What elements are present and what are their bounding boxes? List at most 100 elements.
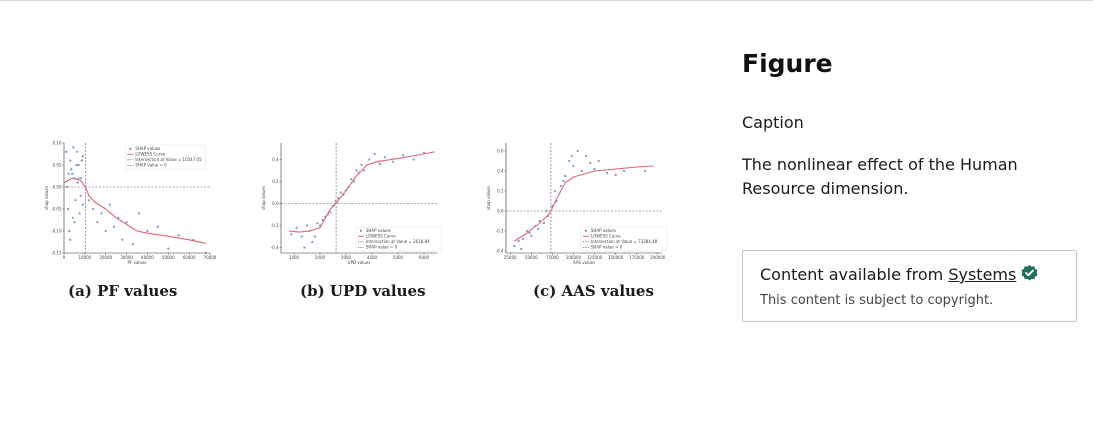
y-tick-label: 0.2	[497, 188, 504, 193]
shap-point	[553, 189, 557, 193]
shap-point	[563, 174, 567, 178]
legend-entry: Intersection at Value = 10247.05	[135, 157, 202, 162]
shap-point	[568, 159, 571, 163]
legend-box	[355, 226, 442, 252]
shap-point	[329, 211, 332, 214]
shap-point	[69, 238, 72, 241]
content-availability-card: Content available from Systems This cont…	[742, 250, 1077, 322]
shap-point	[559, 184, 562, 188]
shap-point	[96, 221, 99, 224]
x-axis-label: AAS values	[573, 260, 595, 265]
shap-point	[585, 154, 588, 158]
shap-point	[74, 199, 77, 202]
legend-entry: LOWESS Curve	[135, 152, 165, 157]
legend-entry: LOWESS Curve	[591, 234, 621, 239]
caption-label: Caption	[742, 113, 804, 132]
y-tick-label: -0.4	[271, 245, 279, 250]
shap-point	[528, 231, 531, 235]
legend-entry: Intersection at Value = 73284.48	[591, 239, 658, 244]
shap-point	[177, 234, 180, 237]
shap-point	[76, 181, 79, 184]
y-tick-label: -0.4	[496, 248, 504, 253]
x-tick-label: 175000	[629, 255, 645, 260]
legend-entry: SHAP values	[366, 228, 391, 233]
y-tick-label: -0.05	[51, 206, 62, 211]
shap-point	[137, 212, 141, 215]
legend-entry: SHAP value = 0	[366, 245, 398, 250]
panel-upd: 1000 2000 3000 4000 5000 6000 0.4 0.2 0.0 -0.2 -0.…	[253, 128, 443, 268]
y-tick-label: 0.10	[53, 140, 62, 145]
legend-entry: SHAP value = 0	[135, 163, 167, 168]
shap-point	[391, 160, 394, 163]
legend-entry: LOWESS Curve	[366, 234, 396, 239]
legend-point-marker	[359, 229, 362, 232]
shap-point	[339, 191, 342, 194]
shap-point	[350, 178, 353, 181]
shap-point	[68, 229, 71, 233]
shap-point	[337, 196, 340, 200]
lowess-curve	[288, 151, 435, 233]
shap-point	[75, 150, 79, 153]
shap-point	[373, 152, 376, 156]
x-tick-label: 200000	[650, 255, 666, 260]
shap-point	[69, 159, 72, 162]
y-tick-label: -0.10	[51, 228, 62, 233]
shap-point	[81, 155, 84, 158]
shap-point	[75, 163, 78, 167]
y-tick-label: 0.0	[497, 208, 504, 213]
legend-box	[125, 144, 206, 170]
shap-point	[71, 216, 74, 219]
pf-chart: 0 10000 20000 30000 40000 50000 60000 70000 0.10…	[44, 140, 217, 265]
shap-point	[295, 226, 298, 229]
shap-point	[77, 163, 80, 167]
shap-point	[368, 158, 371, 161]
shap-point	[100, 212, 103, 215]
shap-point	[580, 169, 583, 173]
x-tick-label: 2000	[315, 255, 326, 260]
shap-point	[316, 222, 319, 225]
x-tick-label: 60000	[183, 255, 196, 260]
x-tick-label: 4000	[367, 255, 378, 260]
y-tick-label: 0.4	[272, 157, 279, 162]
x-axis-label: UPD values	[348, 260, 371, 265]
legend-entry: SHAP values	[135, 146, 160, 151]
shap-point	[525, 229, 529, 233]
shap-point	[520, 247, 523, 251]
x-tick-label: 6000	[419, 255, 430, 260]
source-link[interactable]: Systems	[948, 265, 1017, 284]
legend-box	[580, 226, 667, 252]
shap-point	[112, 225, 116, 228]
shap-point	[360, 163, 363, 167]
x-tick-label: 30000	[120, 255, 133, 260]
shap-point	[517, 239, 520, 243]
y-tick-label: 0.00	[53, 184, 62, 189]
shap-point	[108, 203, 111, 206]
shap-point	[521, 237, 524, 241]
x-tick-label: 25000	[504, 255, 517, 260]
x-tick-label: 125000	[587, 255, 603, 260]
shap-point	[589, 161, 592, 165]
shap-point	[67, 207, 70, 211]
shap-point	[79, 194, 82, 197]
shap-point	[64, 150, 68, 153]
legend-entry: SHAP values	[591, 228, 616, 233]
y-axis-label: shap values	[44, 186, 49, 210]
shap-point	[321, 218, 324, 222]
shap-point	[402, 154, 405, 157]
shap-point	[311, 240, 314, 244]
y-tick-label: -0.2	[271, 223, 279, 228]
upd-chart: 1000 2000 3000 4000 5000 6000 0.4 0.2 0.0 -0.2 -0.…	[261, 143, 442, 265]
page-title: Figure	[742, 49, 833, 78]
caption-text: The nonlinear effect of the Human Resour…	[742, 155, 1018, 198]
shap-point	[125, 221, 128, 224]
aas-chart: 25000 50000 75000 100000 125000 150000 175000 2…	[486, 143, 667, 265]
x-axis-label: PF values	[128, 260, 147, 265]
legend-point-marker	[584, 229, 587, 232]
shap-point	[71, 172, 74, 175]
figure-image: 0 10000 20000 30000 40000 50000 60000 70000 0.10…	[38, 128, 678, 308]
shap-point	[570, 154, 573, 158]
shap-point	[167, 247, 170, 250]
copyright-note: This content is subject to copyright.	[760, 293, 994, 308]
shap-point	[78, 212, 81, 215]
shap-point	[313, 235, 316, 238]
